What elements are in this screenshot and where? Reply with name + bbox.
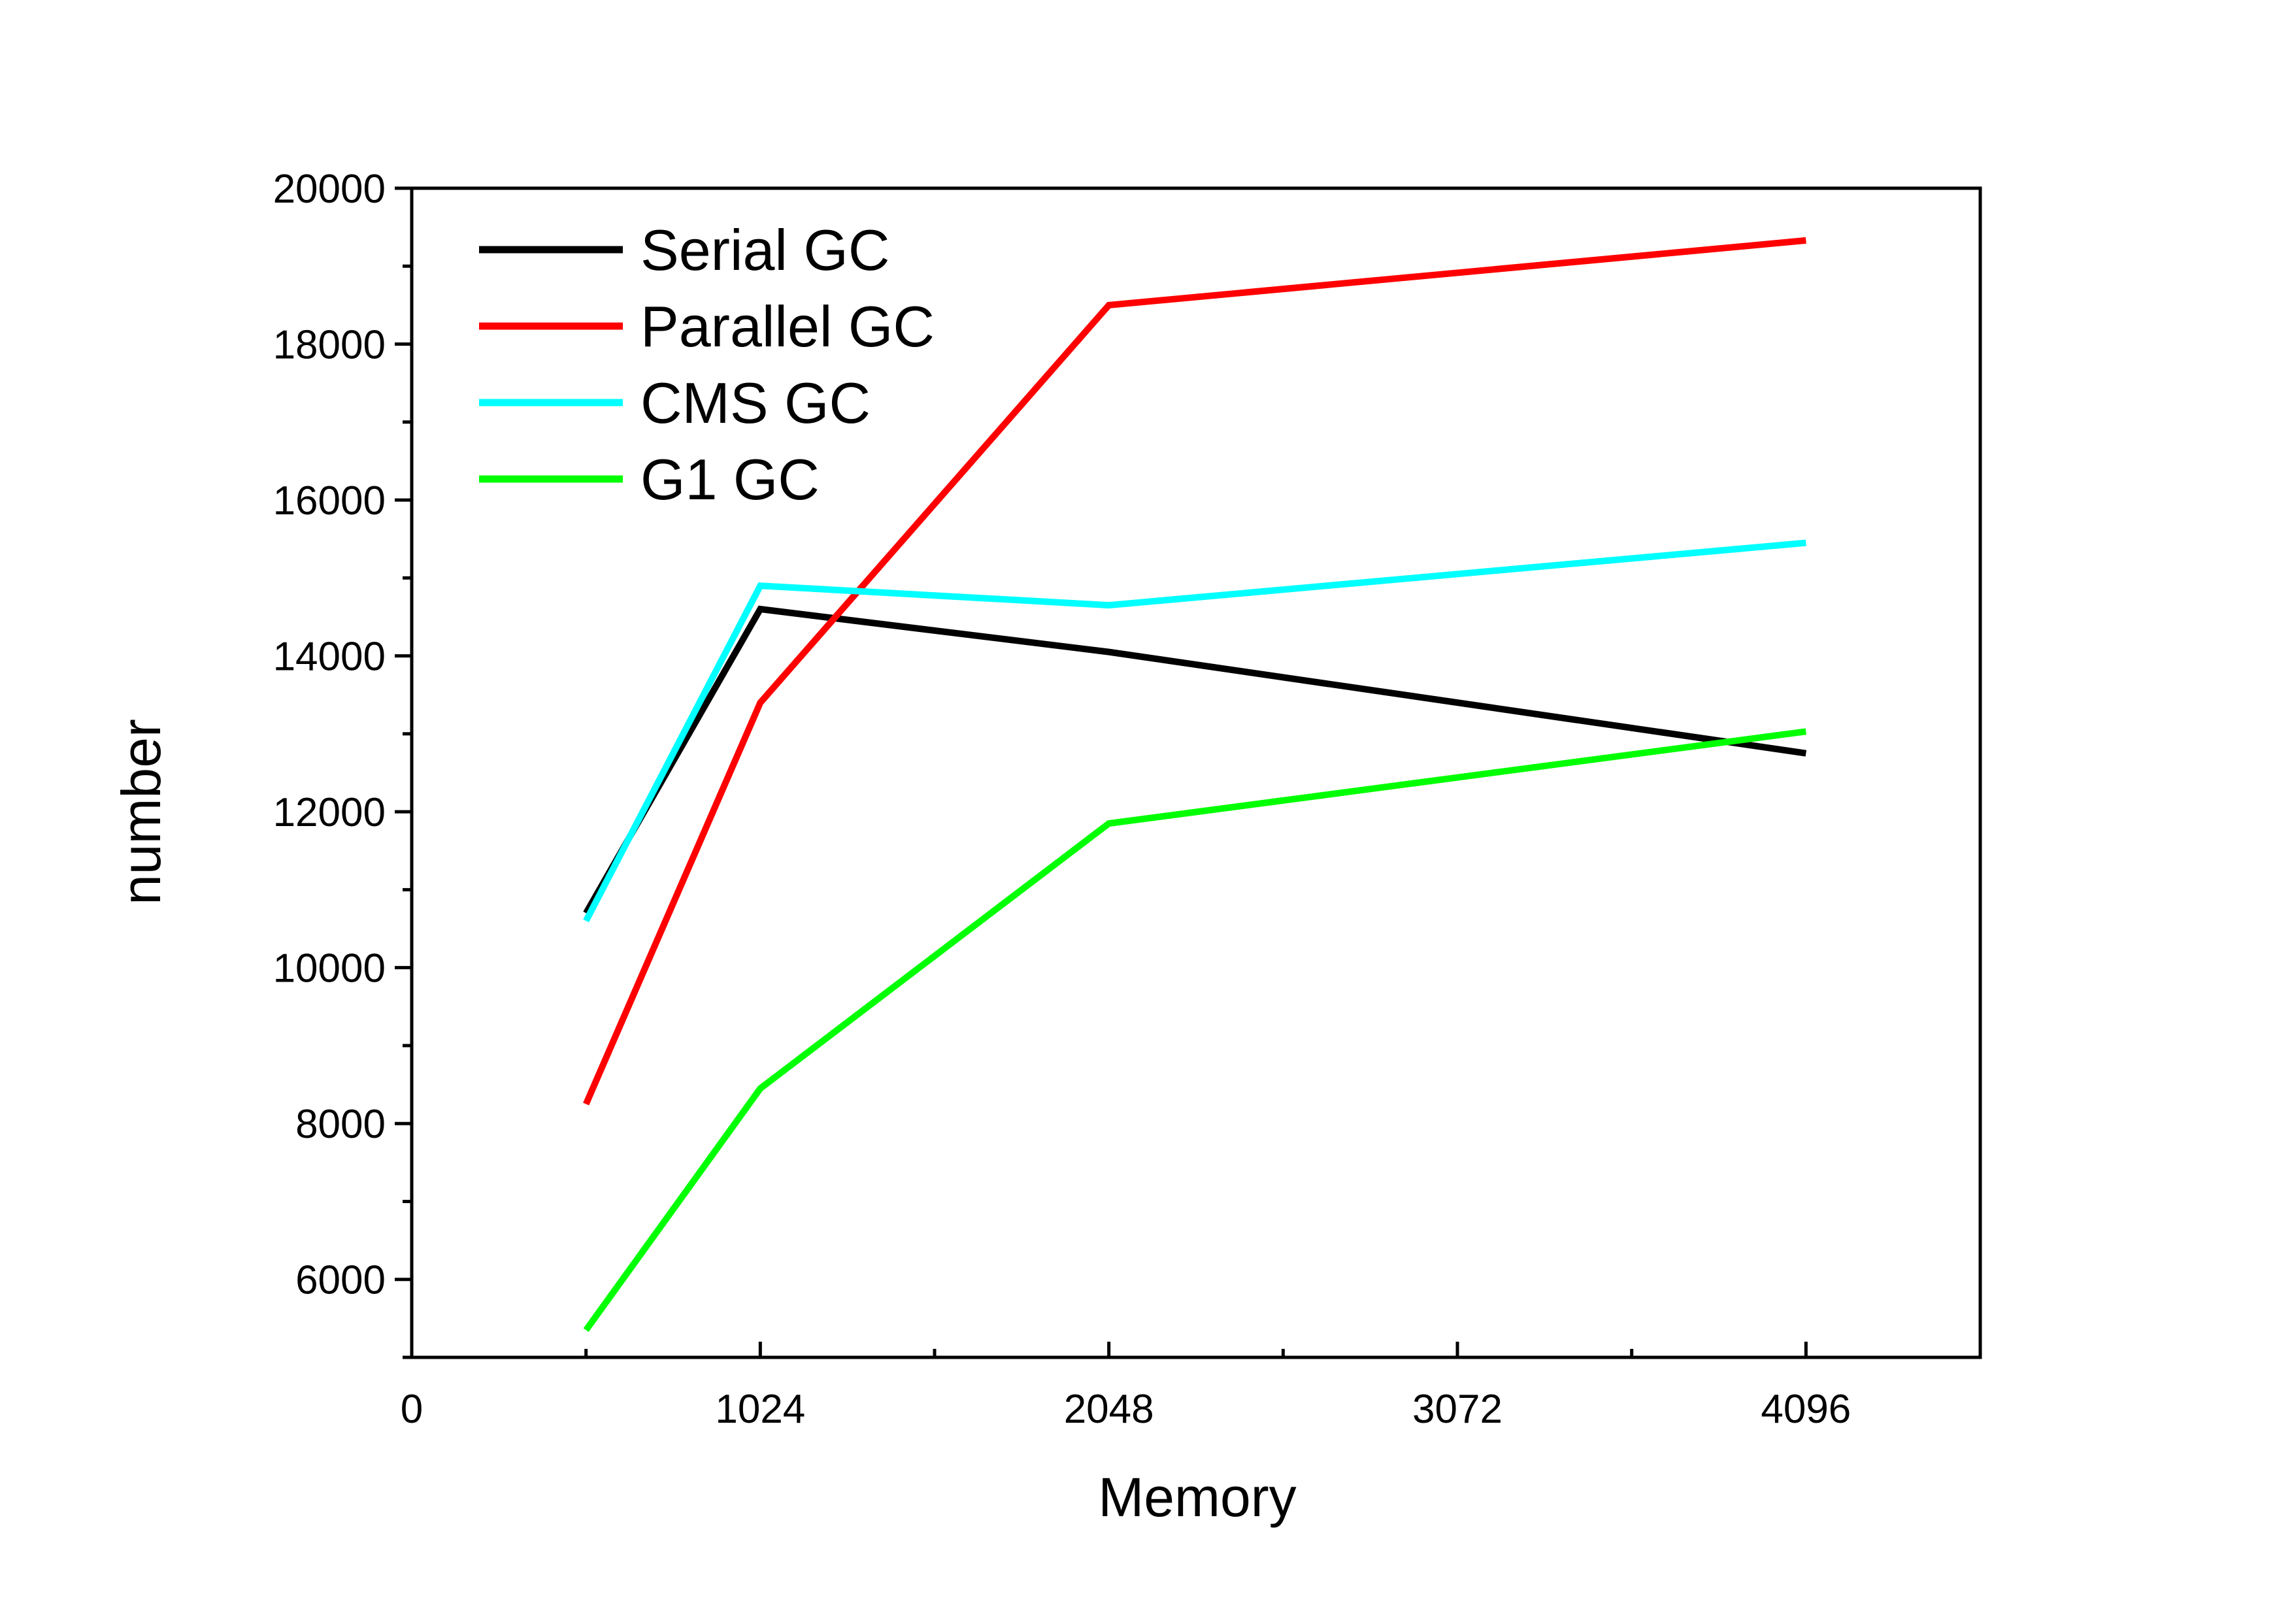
series-layer xyxy=(583,237,1807,1333)
series-line-cms-gc xyxy=(583,539,1806,923)
plot-area-frame xyxy=(410,186,1982,1359)
legend-label: Serial GC xyxy=(640,218,889,282)
x-tick-label: 1024 xyxy=(715,1387,805,1432)
y-axis: 6000 8000 10000 12000 14000 16000 18000 20000 xyxy=(273,167,412,1359)
x-tick-label: 2048 xyxy=(1064,1387,1154,1432)
y-tick-label: 12000 xyxy=(273,790,386,835)
legend-label: Parallel GC xyxy=(640,294,935,359)
y-tick-label: 14000 xyxy=(273,635,386,680)
y-tick-label: 10000 xyxy=(273,946,386,991)
y-tick-label: 6000 xyxy=(295,1258,386,1303)
series-line-parallel-gc xyxy=(583,237,1806,1106)
x-axis-title: Memory xyxy=(1098,1467,1296,1528)
y-tick-label: 16000 xyxy=(273,478,386,523)
y-tick-label: 18000 xyxy=(273,323,386,368)
x-tick-label: 4096 xyxy=(1761,1387,1851,1432)
y-tick-label: 20000 xyxy=(273,167,386,212)
series-line-g1-gc xyxy=(583,728,1806,1333)
y-axis-title: number xyxy=(110,719,172,905)
legend-label: CMS GC xyxy=(640,371,871,435)
legend: Serial GC Parallel GC CMS GC G1 GC xyxy=(479,218,935,512)
x-tick-label: 0 xyxy=(401,1387,423,1432)
x-axis: 0 1024 2048 3072 4096 xyxy=(401,1342,1851,1432)
series-line-serial-gc xyxy=(583,605,1807,915)
y-tick-label: 8000 xyxy=(295,1102,386,1147)
x-tick-label: 3072 xyxy=(1412,1387,1503,1432)
legend-label: G1 GC xyxy=(640,447,820,512)
